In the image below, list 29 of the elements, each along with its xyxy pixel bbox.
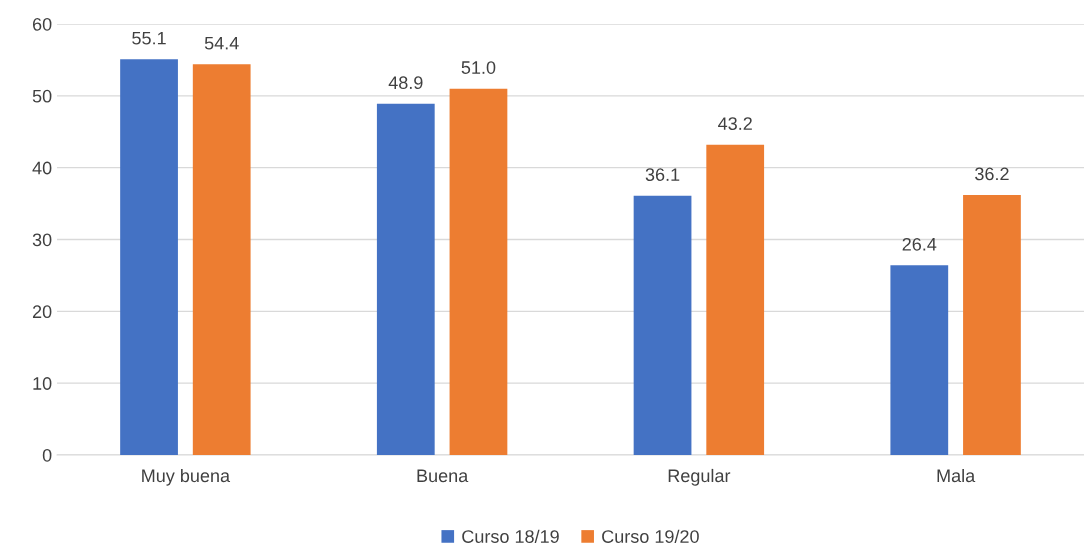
bar: [449, 88, 508, 455]
y-tick-label: 10: [33, 377, 52, 390]
y-tick-label: 0: [42, 448, 52, 462]
y-tick-label: 60: [32, 17, 52, 31]
data-label: 36.1: [645, 168, 680, 181]
data-label: 26.4: [902, 237, 937, 251]
x-tick-label: Muy buena: [142, 468, 231, 486]
y-tick-label: 30: [32, 233, 52, 247]
bar: [706, 144, 765, 455]
bar: [120, 59, 178, 455]
x-tick-label: Regular: [668, 468, 731, 486]
bar: [890, 265, 949, 455]
bar: [633, 195, 692, 455]
data-label: 43.2: [718, 117, 752, 130]
y-tick-label: 20: [32, 305, 52, 319]
bar: [963, 194, 1021, 455]
bar: [376, 103, 435, 455]
data-label: 51.0: [461, 61, 496, 74]
x-tick-label: Buena: [417, 469, 469, 483]
data-label: 55.1: [132, 31, 166, 45]
legend-label: Curso 19/20: [602, 529, 699, 543]
data-label: 48.9: [388, 76, 423, 90]
y-tick-label: 50: [32, 89, 52, 103]
bar: [192, 64, 251, 455]
data-label: 54.4: [204, 36, 239, 50]
data-label: 36.2: [975, 167, 1009, 181]
x-tick-label: Mala: [937, 468, 976, 483]
y-tick-label: 40: [32, 161, 52, 175]
legend-label: Curso 18/19: [462, 529, 559, 543]
